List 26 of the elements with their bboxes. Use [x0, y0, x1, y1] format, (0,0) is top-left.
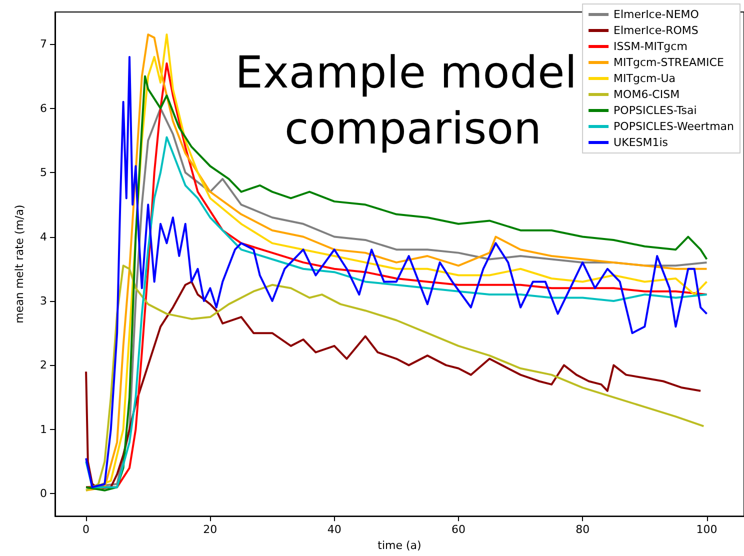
x-tick-label: 80 [576, 523, 590, 536]
y-tick-label: 5 [40, 166, 47, 180]
y-tick-label: 4 [40, 230, 47, 244]
y-tick-label: 3 [40, 294, 47, 308]
legend-label: MOM6-CISM [614, 88, 680, 101]
x-tick-label: 60 [451, 523, 466, 536]
legend-label: POPSICLES-Weertman [614, 120, 734, 133]
x-tick-label: 100 [696, 523, 718, 536]
y-tick-label: 7 [40, 38, 47, 51]
legend-label: ElmerIce-NEMO [614, 8, 700, 21]
y-axis-title: mean melt rate (m/a) [13, 204, 26, 324]
legend-label: ElmerIce-ROMS [614, 24, 698, 37]
x-tick-label: 20 [203, 523, 218, 536]
legend-label: UKESM1is [614, 136, 668, 149]
y-tick-label: 2 [40, 358, 47, 372]
y-tick-label: 1 [40, 422, 47, 436]
x-axis-title: time (a) [378, 539, 422, 552]
legend-label: POPSICLES-Tsai [614, 104, 697, 117]
legend-label: MITgcm-Ua [614, 72, 676, 85]
x-tick-label: 0 [82, 523, 90, 536]
y-tick-label: 6 [40, 102, 47, 115]
x-tick-label: 40 [327, 523, 342, 536]
text: Example model comparison [235, 48, 591, 154]
legend-label: MITgcm-STREAMICE [614, 56, 724, 69]
legend-label: ISSM-MITgcm [614, 40, 688, 53]
y-tick-label: 0 [40, 487, 47, 500]
